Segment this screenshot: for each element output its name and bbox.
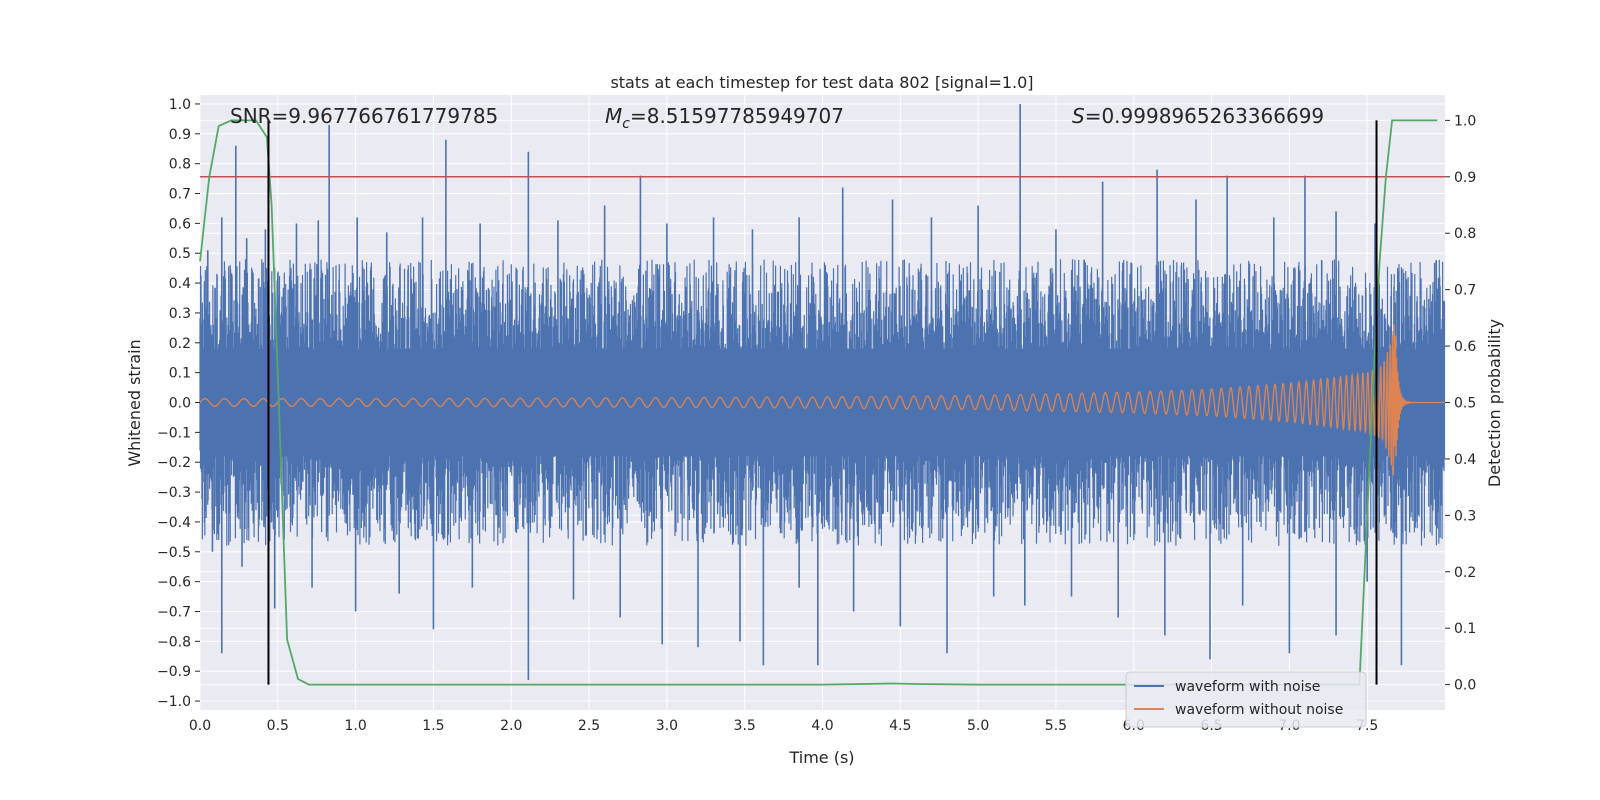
x-tick-label: 5.5 <box>1045 718 1067 734</box>
y2-tick-label: 0.1 <box>1454 621 1476 637</box>
legend-label-clean: waveform without noise <box>1175 702 1343 718</box>
mc-annotation: Mc=8.51597785949707 <box>605 104 844 132</box>
chart-title: stats at each timestep for test data 802… <box>610 73 1033 92</box>
y-tick-label: −0.8 <box>157 634 191 650</box>
y-tick-label: −0.3 <box>157 485 191 501</box>
x-tick-label: 0.0 <box>189 718 211 734</box>
x-tick-label: 3.5 <box>734 718 756 734</box>
y-tick-label: 0.3 <box>169 306 191 322</box>
detection-probability-line <box>199 119 1438 686</box>
detection-probability-series <box>199 119 1438 686</box>
x-tick-label: 1.0 <box>344 718 366 734</box>
y2-tick-label: 1.0 <box>1454 113 1476 129</box>
y-tick-label: −0.2 <box>157 455 191 471</box>
y-tick-label: 1.0 <box>169 97 191 113</box>
y2-tick-label: 0.4 <box>1454 452 1476 468</box>
y2-tick-label: 0.0 <box>1454 678 1476 694</box>
y-tick-label: 0.9 <box>169 127 191 143</box>
snr-annotation: SNR=9.967766761779785 <box>230 104 498 128</box>
legend: waveform with noise waveform without noi… <box>1125 671 1367 728</box>
y2-tick-label: 0.6 <box>1454 339 1476 355</box>
y-tick-label: 0.7 <box>169 187 191 203</box>
y-tick-label: −1.0 <box>157 694 191 710</box>
s-symbol: S <box>1072 104 1085 128</box>
y-tick-label: 0.4 <box>169 276 191 292</box>
y2-tick-label: 0.8 <box>1454 226 1476 242</box>
y-tick-label: −0.9 <box>157 664 191 680</box>
x-tick-label: 5.0 <box>967 718 989 734</box>
mc-subscript: c <box>622 116 630 132</box>
y-tick-label: 0.1 <box>169 366 191 382</box>
clean-waveform-line <box>199 324 1445 476</box>
x-tick-label: 2.0 <box>500 718 522 734</box>
y-tick-label: −0.5 <box>157 545 191 561</box>
y2-tick-label: 0.2 <box>1454 565 1476 581</box>
waveform-without-noise-series <box>199 176 1445 476</box>
x-tick-label: 0.5 <box>267 718 289 734</box>
y-tick-label: −0.7 <box>157 604 191 620</box>
legend-box <box>1125 671 1367 728</box>
x-tick-label: 4.5 <box>889 718 911 734</box>
mc-value: =8.51597785949707 <box>630 104 844 128</box>
y-tick-label: −0.4 <box>157 515 191 531</box>
y2-tick-label: 0.5 <box>1454 396 1476 412</box>
y-tick-label: 0.8 <box>169 157 191 173</box>
x-axis-label: Time (s) <box>788 748 854 767</box>
y-axis-label: Whitened strain <box>125 339 144 466</box>
legend-label-noise: waveform with noise <box>1175 679 1320 695</box>
y-tick-label: 0.0 <box>169 396 191 412</box>
s-annotation: S=0.9998965263366699 <box>1072 104 1324 128</box>
s-value: =0.9998965263366699 <box>1085 104 1324 128</box>
annotations: SNR=9.967766761779785 Mc=8.5159778594970… <box>230 104 1324 132</box>
y2-axis-label: Detection probability <box>1485 319 1504 487</box>
x-tick-label: 2.5 <box>578 718 600 734</box>
y2-tick-label: 0.9 <box>1454 170 1476 186</box>
x-tick-label: 4.0 <box>811 718 833 734</box>
y2-tick-label: 0.7 <box>1454 283 1476 299</box>
y-tick-label: 0.2 <box>169 336 191 352</box>
axes: 0.00.51.01.52.02.53.03.54.04.55.05.56.06… <box>157 97 1476 734</box>
y-tick-label: −0.1 <box>157 425 191 441</box>
y2-tick-label: 0.3 <box>1454 508 1476 524</box>
y-tick-label: 0.5 <box>169 246 191 262</box>
x-tick-label: 1.5 <box>422 718 444 734</box>
x-tick-label: 3.0 <box>656 718 678 734</box>
mc-symbol: M <box>605 104 622 128</box>
y-tick-label: 0.6 <box>169 216 191 232</box>
y-tick-label: −0.6 <box>157 575 191 591</box>
